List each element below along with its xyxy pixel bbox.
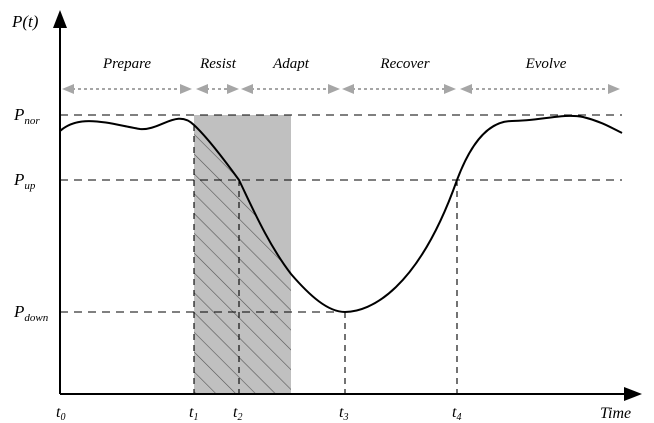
- phase-label-recover: Recover: [379, 56, 429, 72]
- phase-arrow-evolve-right-head: [608, 84, 620, 94]
- y-axis-arrowhead: [53, 10, 67, 28]
- x-tick-t1: t1: [189, 404, 198, 423]
- hatched-area: [194, 125, 291, 394]
- x-tick-t2: t2: [233, 404, 242, 423]
- y-level-p-down: Pdown: [13, 302, 49, 324]
- phase-arrow-recover-left-head: [342, 84, 354, 94]
- phase-arrow-prepare-right-head: [180, 84, 192, 94]
- phase-label-resist: Resist: [199, 56, 237, 72]
- phase-arrow-resist-right-head: [227, 84, 239, 94]
- y-axis-title: P(t): [11, 12, 39, 31]
- phase-label-prepare: Prepare: [102, 56, 151, 72]
- x-tick-t0: t0: [56, 404, 65, 423]
- phase-arrow-evolve-left-head: [460, 84, 472, 94]
- phase-arrow-resist-left-head: [196, 84, 208, 94]
- y-level-p-up: Pup: [13, 170, 36, 192]
- x-tick-t3: t3: [339, 404, 348, 423]
- y-level-p-nor: Pnor: [13, 105, 40, 127]
- phase-arrow-recover-right-head: [444, 84, 456, 94]
- x-axis-title: Time: [600, 405, 631, 422]
- phase-label-evolve: Evolve: [525, 56, 567, 72]
- performance-curve: [59, 114, 623, 314]
- x-axis-arrowhead: [624, 387, 642, 401]
- phase-arrow-prepare-left-head: [62, 84, 74, 94]
- phase-arrows: [62, 84, 620, 94]
- phase-arrow-adapt-right-head: [328, 84, 340, 94]
- x-tick-t4: t4: [452, 404, 461, 423]
- phase-label-adapt: Adapt: [272, 56, 310, 72]
- phase-arrow-adapt-left-head: [241, 84, 253, 94]
